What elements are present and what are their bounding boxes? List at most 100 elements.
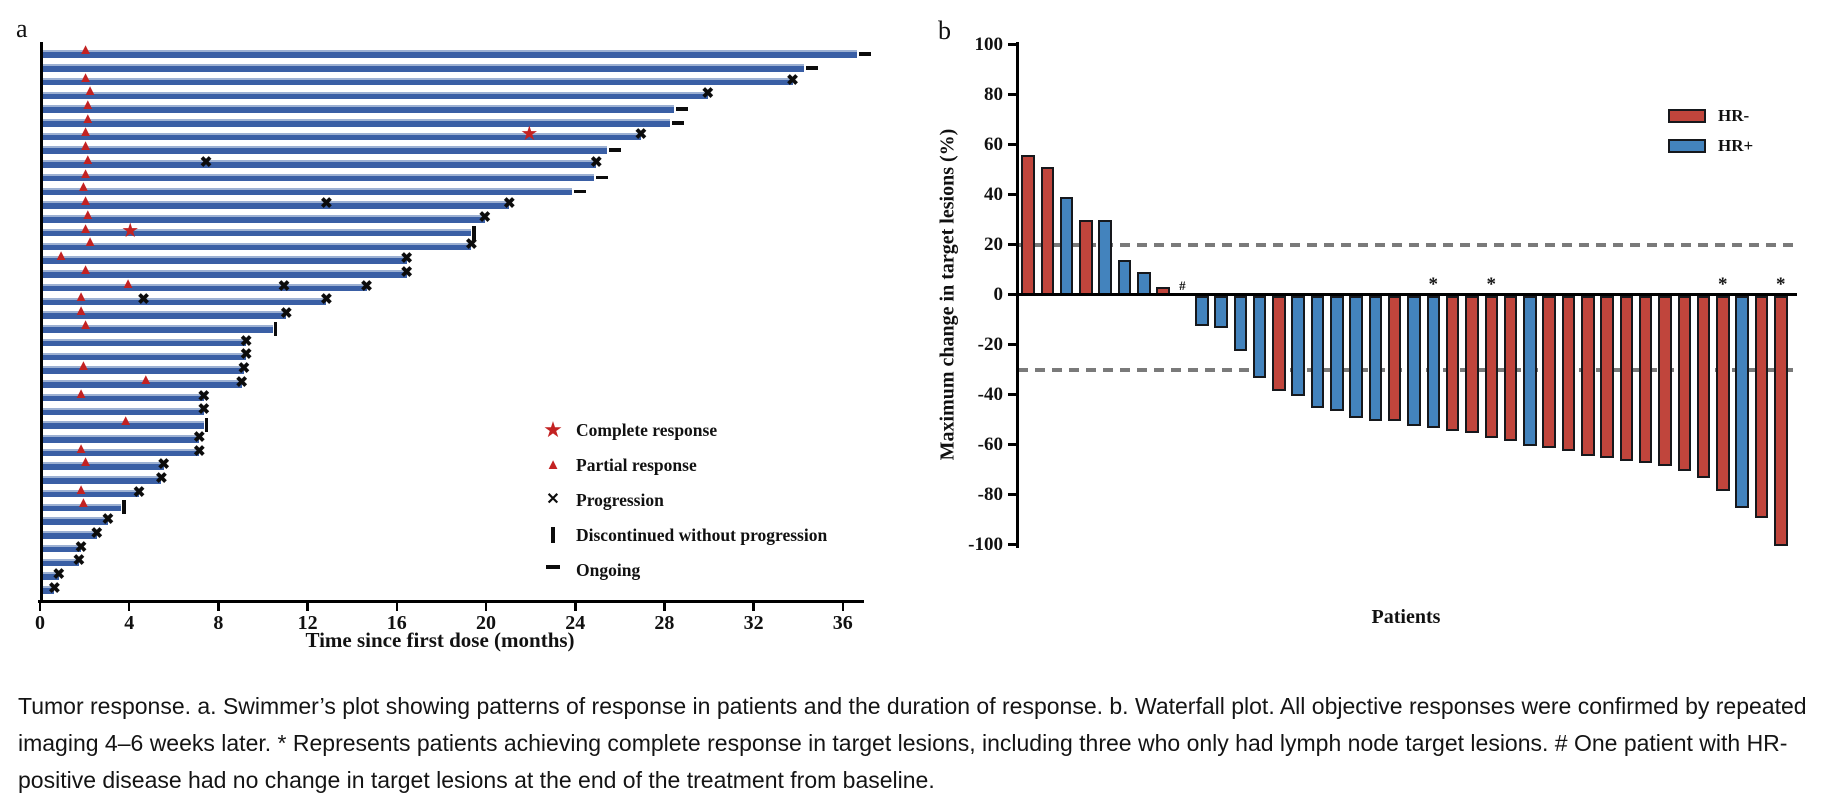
waterfall-bar: [1214, 295, 1228, 328]
waterfall-y-tick-label: -100: [968, 533, 1003, 555]
waterfall-bar: [1716, 295, 1730, 491]
progression-x-icon: ✖: [465, 237, 478, 254]
waterfall-y-tick-label: -20: [977, 333, 1003, 355]
swimmer-plot-area: ▲ ▲ ✖ ▲ ✖ ▲ ▲ ▲ ★ ✖ ▲ ▲ ✖ ✖ ▲ ▲ ▲ ✖ ✖ ▲ ✖ ▲ ★ ▲ ✖ ▲ ✖ ▲ ✖ ▲ ✖ ✖ ▲ ✖ ✖ ▲ ✖ ▲ ✖ ✖…: [0, 0, 900, 680]
swimmer-bar: [41, 64, 804, 72]
waterfall-y-tick: [1008, 443, 1016, 446]
swimmer-legend: ★ Complete response ▲ Partial response ✕…: [540, 418, 870, 608]
waterfall-bar: [1754, 295, 1769, 518]
panel-a-label: a: [16, 14, 28, 43]
discontinued-bar-icon: [540, 523, 566, 551]
waterfall-bar: [1696, 295, 1711, 478]
swimmer-bar: [41, 132, 641, 141]
partial-response-triangle-icon: ▲: [73, 481, 89, 498]
partial-response-triangle-icon: ▲: [78, 69, 94, 86]
legend-label: Partial response: [576, 455, 697, 475]
progression-x-icon: ✖: [193, 443, 206, 460]
swimmer-bar: [41, 311, 287, 319]
partial-response-triangle-icon: ▲: [80, 97, 96, 113]
waterfall-bar: [1368, 295, 1383, 421]
waterfall-y-tick: [1008, 243, 1016, 246]
swimmer-x-tick-label: 12: [297, 612, 318, 634]
waterfall-y-tick-label: -60: [977, 433, 1003, 455]
progression-x-icon: ✖: [320, 292, 333, 309]
swimmer-bar: [41, 256, 407, 264]
swimmer-bar: [41, 421, 204, 429]
swimmer-bar: [41, 503, 122, 512]
swimmer-bar: [41, 77, 793, 86]
swimmer-bar: [41, 215, 485, 223]
progression-x-icon: ✖: [197, 402, 211, 419]
waterfall-bar: [1619, 295, 1634, 461]
waterfall-bar: [1561, 295, 1576, 451]
swimmer-bar: [41, 476, 162, 484]
discontinued-bar-icon: [273, 321, 278, 336]
waterfall-y-tick-label: 40: [984, 183, 1003, 205]
swimmer-x-tick: [127, 601, 131, 611]
waterfall-bar: [1774, 295, 1788, 546]
ongoing-dash-icon: [859, 52, 872, 56]
swimmer-bar: [41, 325, 273, 333]
swimmer-x-tick: [752, 601, 755, 611]
waterfall-y-tick-label: 80: [984, 83, 1003, 105]
progression-x-icon: ✖: [634, 127, 648, 144]
partial-response-triangle-icon: ▲: [78, 193, 94, 210]
complete-response-star-icon: ★: [543, 417, 563, 442]
waterfall-bar: [1581, 295, 1595, 456]
hr-pos-swatch: [1668, 139, 1706, 153]
partial-response-triangle-icon: ▲: [78, 220, 94, 237]
swimmer-bar: [41, 352, 247, 360]
swimmer-bar: [41, 119, 670, 127]
partial-response-triangle-icon: ▲: [78, 454, 94, 471]
partial-response-triangle-icon: ▲: [53, 248, 69, 265]
swimmer-x-tick-label: 24: [565, 612, 586, 634]
waterfall-bar: [1040, 167, 1055, 295]
swimmer-x-tick-label: 8: [213, 612, 224, 634]
progression-x-icon: ✖: [277, 278, 291, 295]
waterfall-bar: [1310, 295, 1325, 408]
waterfall-y-tick: [1008, 43, 1016, 46]
progression-x-icon: ✕: [546, 491, 560, 508]
partial-response-triangle-icon: ▲: [73, 303, 89, 320]
partial-response-triangle-icon: ▲: [80, 206, 96, 223]
waterfall-bar: [1503, 295, 1518, 441]
partial-response-triangle-icon: ▲: [120, 275, 136, 292]
ongoing-dash-icon: [540, 558, 566, 582]
swimmer-x-tick: [38, 601, 42, 611]
progression-x-icon: ✖: [400, 264, 413, 281]
waterfall-y-tick-label: 0: [993, 283, 1004, 305]
progression-x-icon: ✖: [239, 333, 253, 350]
swimmer-bar: [41, 407, 204, 415]
complete-response-star-icon: ★: [520, 123, 539, 146]
swimmer-bar: [41, 242, 472, 251]
swimmer-x-tick-label: 4: [124, 612, 135, 634]
complete-response-asterisk-annotation: *: [1775, 273, 1786, 295]
swimmer-panel: a ▲ ▲ ✖ ▲ ✖ ▲ ▲ ▲ ★ ✖ ▲ ▲ ✖ ✖ ▲ ▲ ▲ ✖ ✖ ▲ ✖ ▲ ★ ▲ ✖ ▲ ✖ ▲ ✖ ▲ ✖ ✖ ▲ ✖ ✖ ▲ ✖ ▲…: [0, 0, 900, 680]
panel-b-label: b: [938, 16, 951, 45]
progression-x-icon: ✖: [400, 251, 413, 268]
swimmer-bar: [41, 187, 572, 196]
discontinued-bar-icon: [122, 500, 126, 515]
waterfall-bar: [1387, 295, 1402, 421]
waterfall-bar: [1098, 219, 1112, 295]
partial-response-triangle-icon: ▲: [545, 457, 561, 473]
waterfall-y-tick: [1008, 343, 1016, 346]
ongoing-dash-icon: [671, 121, 684, 125]
waterfall-bar: [1735, 295, 1749, 508]
legend-label: Complete response: [576, 420, 718, 440]
swimmer-x-tick: [841, 601, 845, 611]
partial-response-triangle-icon: ▲: [73, 440, 89, 457]
swimmer-bar: [41, 489, 140, 498]
swimmer-x-axis-title: Time since first dose (months): [305, 628, 575, 652]
partial-response-triangle-icon: ▲: [73, 289, 89, 306]
reference-line-plus20: [1018, 243, 1800, 247]
swimmer-bar: [41, 91, 708, 99]
swimmer-bar: [41, 572, 59, 580]
swimmer-x-tick: [574, 601, 577, 611]
swimmer-x-tick-label: 20: [476, 612, 496, 634]
swimmer-x-tick: [306, 601, 309, 611]
ongoing-dash-icon: [805, 66, 818, 70]
waterfall-bar: [1542, 295, 1556, 448]
swimmer-x-tick-label: 32: [743, 612, 764, 634]
waterfall-bar: [1330, 295, 1344, 411]
